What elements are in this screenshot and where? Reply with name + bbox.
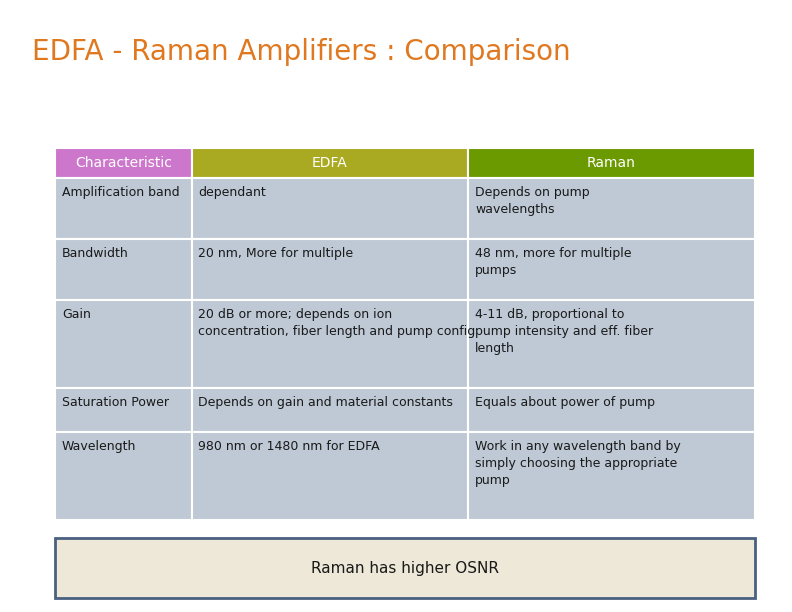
Bar bbox=[468, 432, 755, 520]
Text: Saturation Power: Saturation Power bbox=[62, 396, 169, 409]
Text: Bandwidth: Bandwidth bbox=[62, 247, 129, 260]
Bar bbox=[55, 388, 192, 432]
Bar bbox=[468, 388, 755, 432]
Bar bbox=[55, 300, 192, 388]
Bar bbox=[192, 178, 468, 239]
Text: EDFA: EDFA bbox=[312, 156, 348, 170]
Bar bbox=[55, 148, 192, 178]
Text: 48 nm, more for multiple
pumps: 48 nm, more for multiple pumps bbox=[475, 247, 631, 277]
Bar bbox=[55, 239, 192, 300]
Bar bbox=[192, 239, 468, 300]
Text: 980 nm or 1480 nm for EDFA: 980 nm or 1480 nm for EDFA bbox=[199, 440, 380, 453]
Bar bbox=[468, 300, 755, 388]
Bar bbox=[192, 388, 468, 432]
Bar bbox=[192, 432, 468, 520]
Text: Amplification band: Amplification band bbox=[62, 186, 180, 199]
Bar bbox=[192, 300, 468, 388]
Bar bbox=[55, 538, 755, 598]
Bar bbox=[468, 148, 755, 178]
Text: Equals about power of pump: Equals about power of pump bbox=[475, 396, 655, 409]
Bar bbox=[468, 178, 755, 239]
Bar bbox=[55, 432, 192, 520]
Text: 20 dB or more; depends on ion
concentration, fiber length and pump config: 20 dB or more; depends on ion concentrat… bbox=[199, 308, 476, 338]
Bar bbox=[468, 239, 755, 300]
Bar bbox=[55, 178, 192, 239]
Text: Raman: Raman bbox=[587, 156, 636, 170]
Text: Gain: Gain bbox=[62, 308, 91, 321]
Text: EDFA - Raman Amplifiers : Comparison: EDFA - Raman Amplifiers : Comparison bbox=[32, 38, 570, 66]
Bar bbox=[192, 148, 468, 178]
Text: Depends on gain and material constants: Depends on gain and material constants bbox=[199, 396, 453, 409]
Text: dependant: dependant bbox=[199, 186, 266, 199]
Text: 4-11 dB, proportional to
pump intensity and eff. fiber
length: 4-11 dB, proportional to pump intensity … bbox=[475, 308, 653, 355]
Text: Characteristic: Characteristic bbox=[74, 156, 172, 170]
Text: Depends on pump
wavelengths: Depends on pump wavelengths bbox=[475, 186, 589, 216]
Text: Raman has higher OSNR: Raman has higher OSNR bbox=[311, 561, 499, 575]
Text: Work in any wavelength band by
simply choosing the appropriate
pump: Work in any wavelength band by simply ch… bbox=[475, 440, 681, 487]
Text: 20 nm, More for multiple: 20 nm, More for multiple bbox=[199, 247, 353, 260]
Text: Wavelength: Wavelength bbox=[62, 440, 136, 453]
